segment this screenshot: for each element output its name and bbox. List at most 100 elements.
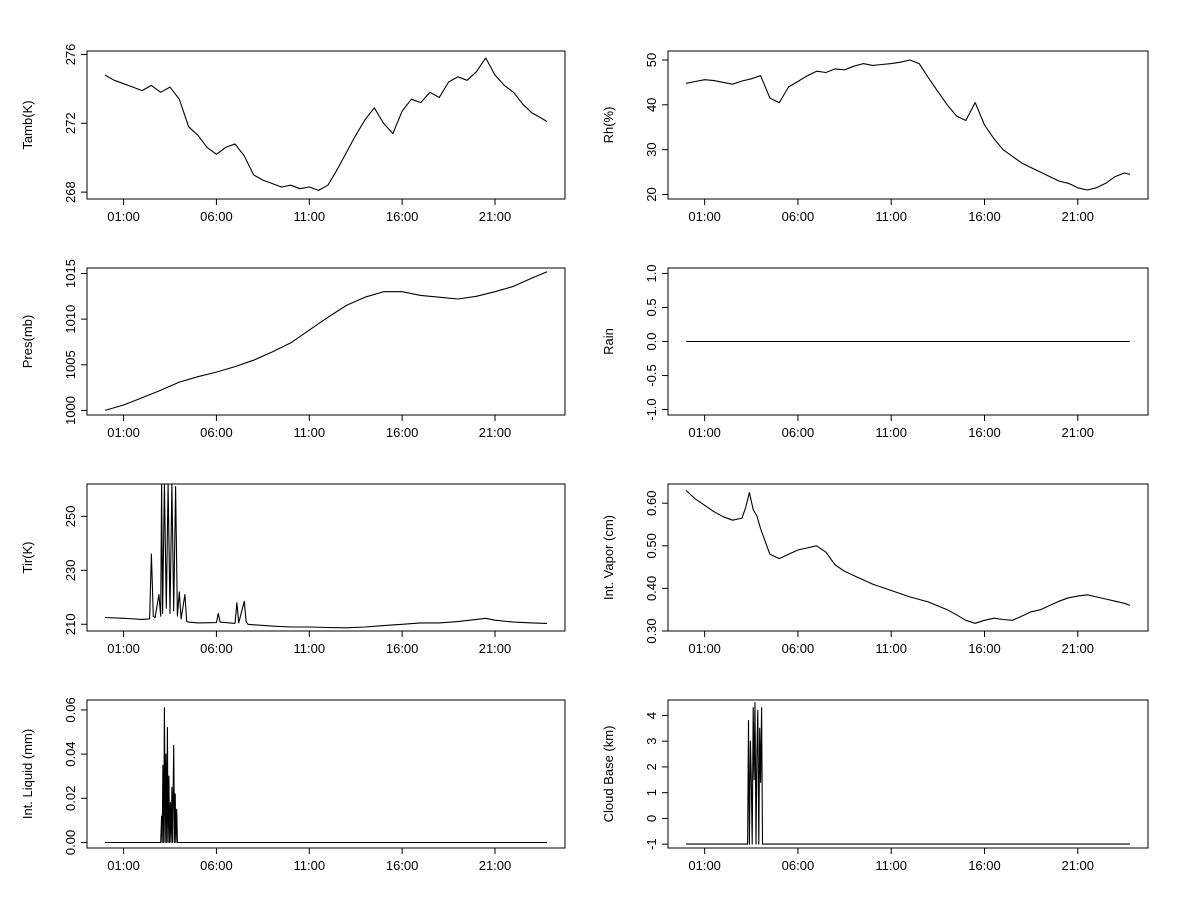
y-tick-label: 1015 [63,259,78,288]
panel-4: 01:00 06:00 11:00 16:00 21:00 -1.0 -0.5 0.0 0.5 1… [601,264,1149,440]
x-tick-label: 11:00 [293,425,325,440]
x-tick-label: 06:00 [200,858,233,873]
x-tick-label: 01:00 [688,858,721,873]
panel-6: 01:00 06:00 11:00 16:00 21:00 0.30 0.40 0.50 0.6… [601,483,1149,656]
y-tick-label: 0.50 [644,533,659,558]
x-tick-label: 11:00 [293,641,325,656]
panel-1: 01:00 06:00 11:00 16:00 21:00 268 272 276 Tamb(K… [20,44,566,224]
y-tick-label: -1.0 [644,398,659,420]
x-tick-label: 06:00 [782,641,815,656]
panel-2: 01:00 06:00 11:00 16:00 21:00 20 30 40 50 Rh(%) [601,50,1149,224]
x-tick-label: 21:00 [479,858,512,873]
y-tick-label: 0.60 [644,491,659,516]
panel-8: 01:00 06:00 11:00 16:00 21:00 -1 0 1 2 3 4 Cloud Ba… [601,699,1149,873]
x-tick-label: 06:00 [782,858,815,873]
y-axis-label: Rh(%) [601,107,616,144]
y-tick-label: 50 [644,53,659,67]
y-tick-label: 30 [644,142,659,156]
x-tick-label: 06:00 [782,209,815,224]
x-tick-label: 11:00 [875,858,907,873]
y-tick-label: -0.5 [644,364,659,386]
x-tick-label: 16:00 [968,641,1001,656]
y-tick-label: -1 [644,838,659,850]
x-tick-label: 01:00 [107,641,140,656]
series-line [104,57,548,191]
y-tick-label: 230 [63,559,78,581]
x-tick-label: 16:00 [386,858,419,873]
x-tick-label: 01:00 [688,209,721,224]
x-tick-label: 21:00 [479,641,512,656]
panel-5: 01:00 06:00 11:00 16:00 21:00 210 230 250 Tir(K) [20,483,566,656]
y-tick-label: 250 [63,506,78,528]
y-tick-label: 1010 [63,305,78,334]
x-tick-label: 21:00 [1061,425,1094,440]
plot-frame [667,699,1149,849]
x-tick-label: 06:00 [200,641,233,656]
x-tick-label: 01:00 [107,209,140,224]
x-tick-label: 06:00 [200,425,233,440]
series-line [686,702,1130,845]
x-tick-label: 06:00 [782,425,815,440]
y-tick-label: 20 [644,187,659,201]
y-tick-label: 40 [644,98,659,112]
plot-frame [86,267,566,416]
y-axis-label: Rain [601,328,616,355]
series-line [104,271,548,411]
x-tick-label: 01:00 [688,641,721,656]
y-tick-label: 0.30 [644,618,659,643]
y-tick-label: 1.0 [644,264,659,282]
y-tick-label: 0 [644,815,659,822]
x-tick-label: 11:00 [875,425,907,440]
x-tick-label: 01:00 [688,425,721,440]
y-axis-label: Pres(mb) [20,315,35,368]
y-tick-label: 0.06 [63,697,78,722]
x-tick-label: 11:00 [875,209,907,224]
y-tick-label: 4 [644,712,659,719]
y-tick-label: 1 [644,789,659,796]
plot-frame [667,50,1149,200]
plot-frame [86,483,566,632]
x-tick-label: 16:00 [968,209,1001,224]
y-tick-label: 3 [644,738,659,745]
series-line [104,483,548,629]
x-tick-label: 21:00 [479,425,512,440]
y-tick-label: 272 [63,112,78,134]
x-tick-label: 21:00 [1061,858,1094,873]
y-axis-label: Int. Liquid (mm) [20,729,35,819]
y-axis-label: Int. Vapor (cm) [601,515,616,600]
x-tick-label: 11:00 [293,858,325,873]
x-tick-label: 21:00 [479,209,512,224]
y-tick-label: 276 [63,44,78,66]
y-tick-label: 1005 [63,350,78,379]
x-tick-label: 01:00 [107,858,140,873]
y-tick-label: 2 [644,763,659,770]
x-tick-label: 01:00 [107,425,140,440]
y-axis-label: Tamb(K) [20,100,35,149]
series-line [685,59,1131,191]
y-axis-label: Tir(K) [20,541,35,573]
x-tick-label: 16:00 [386,209,419,224]
x-tick-label: 16:00 [968,425,1001,440]
x-tick-label: 16:00 [968,858,1001,873]
y-tick-label: 1000 [63,396,78,425]
y-tick-label: 0.0 [644,332,659,350]
series-line [105,707,547,844]
x-tick-label: 16:00 [386,641,419,656]
y-tick-label: 0.5 [644,298,659,316]
y-axis-label: Cloud Base (km) [601,726,616,823]
panel-3: 01:00 06:00 11:00 16:00 21:00 1000 1005 1010 101… [20,259,566,440]
x-tick-label: 16:00 [386,425,419,440]
panel-7: 01:00 06:00 11:00 16:00 21:00 0.00 0.02 0.04 0.0… [20,697,566,873]
series-line [685,489,1131,624]
x-tick-label: 11:00 [293,209,325,224]
y-tick-label: 210 [63,613,78,635]
x-tick-label: 21:00 [1061,641,1094,656]
plot-frame [86,50,566,200]
y-tick-label: 0.02 [63,786,78,811]
y-tick-label: 0.00 [63,830,78,855]
y-tick-label: 0.40 [644,576,659,601]
x-tick-label: 11:00 [875,641,907,656]
plot-frame [86,699,566,849]
plot-frame [667,483,1149,632]
